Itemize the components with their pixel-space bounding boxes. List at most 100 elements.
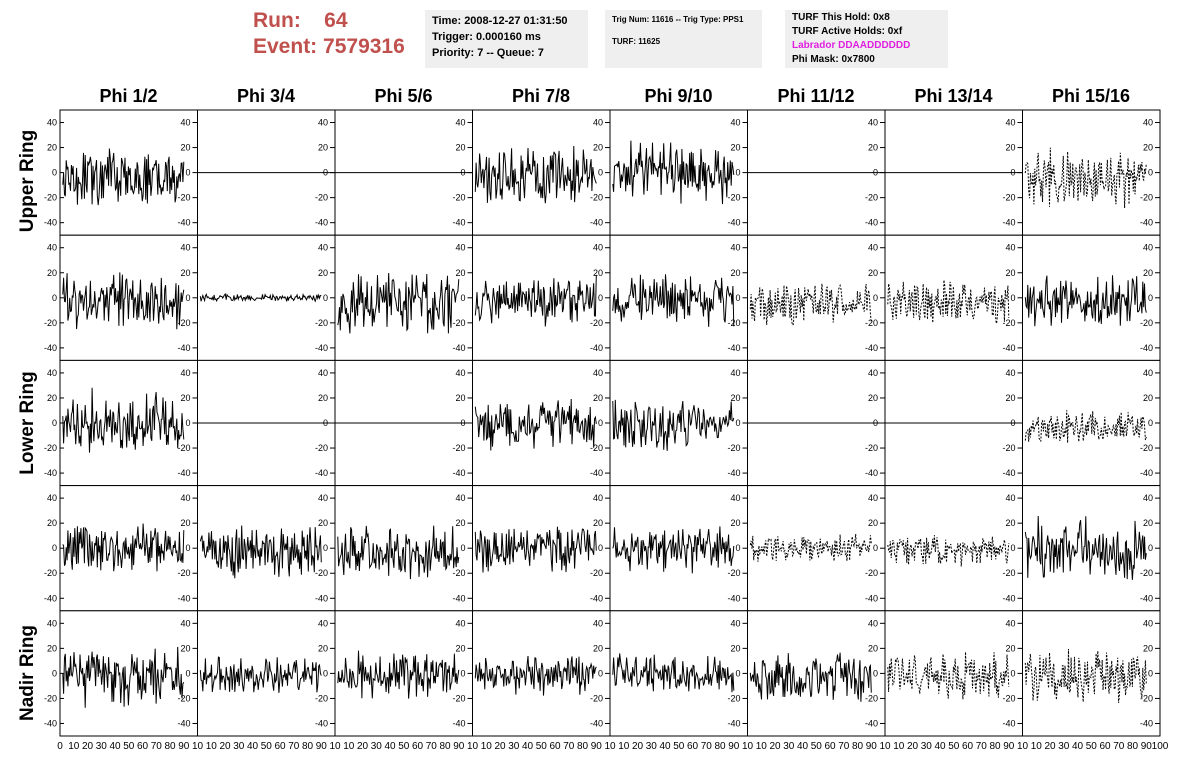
y-tick-label: 20 bbox=[1143, 393, 1153, 403]
x-tick-label: 70 bbox=[838, 741, 850, 752]
x-tick-label: 60 bbox=[962, 741, 974, 752]
waveform-trace bbox=[62, 646, 185, 708]
y-tick-label: -40 bbox=[1140, 718, 1153, 728]
x-tick-label: 50 bbox=[398, 741, 410, 752]
y-tick-label: 40 bbox=[593, 493, 603, 503]
waveform-trace bbox=[62, 523, 185, 572]
event-row: Event: 7579316 bbox=[253, 34, 405, 60]
x-tick-label: 90 bbox=[591, 741, 603, 752]
x-tick-label: 40 bbox=[934, 741, 946, 752]
y-tick-label-left: 20 bbox=[47, 643, 57, 653]
y-tick-label: 40 bbox=[180, 118, 190, 128]
x-tick-label: 90 bbox=[1141, 741, 1153, 752]
y-tick-label: -20 bbox=[865, 693, 878, 703]
waveform-trace bbox=[337, 272, 460, 334]
y-tick-label: 0 bbox=[735, 418, 740, 428]
x-tick-label: 90 bbox=[178, 741, 190, 752]
y-tick-label: 40 bbox=[180, 618, 190, 628]
x-tick-label: 30 bbox=[371, 741, 383, 752]
y-tick-label: 0 bbox=[185, 668, 190, 678]
y-tick-label: 0 bbox=[735, 668, 740, 678]
y-tick-label: 20 bbox=[868, 393, 878, 403]
y-tick-label: 40 bbox=[593, 243, 603, 253]
waveform-trace bbox=[887, 279, 1010, 324]
y-tick-label: 0 bbox=[1010, 543, 1015, 553]
y-tick-label: 40 bbox=[318, 118, 328, 128]
y-tick-label: 40 bbox=[1005, 243, 1015, 253]
y-tick-label: 40 bbox=[868, 493, 878, 503]
y-tick-label: 0 bbox=[323, 293, 328, 303]
y-tick-label: -40 bbox=[865, 343, 878, 353]
y-tick-label: 20 bbox=[180, 643, 190, 653]
turf-this-hold-text: TURF This Hold: 0x8 bbox=[792, 12, 890, 23]
x-tick-label: 90 bbox=[1003, 741, 1015, 752]
y-tick-label: 0 bbox=[185, 168, 190, 178]
y-tick-label: -20 bbox=[727, 193, 740, 203]
y-tick-label-left: 0 bbox=[52, 168, 57, 178]
waveform-trace bbox=[62, 272, 185, 330]
column-title: Phi 13/14 bbox=[914, 86, 993, 106]
y-tick-label: -20 bbox=[1002, 568, 1015, 578]
event-label: Event: bbox=[253, 35, 318, 58]
x-tick-label: 20 bbox=[494, 741, 506, 752]
panel-frame bbox=[747, 610, 886, 737]
y-tick-label: 40 bbox=[868, 243, 878, 253]
y-tick-label: 40 bbox=[180, 243, 190, 253]
y-tick-label: -40 bbox=[1140, 218, 1153, 228]
y-tick-label: 40 bbox=[1005, 618, 1015, 628]
y-tick-label: 20 bbox=[180, 268, 190, 278]
x-tick-label: 90 bbox=[316, 741, 328, 752]
y-tick-label-left: 20 bbox=[47, 143, 57, 153]
y-tick-label: 40 bbox=[593, 618, 603, 628]
x-tick-label: 10 bbox=[192, 741, 204, 752]
x-tick-label: 70 bbox=[288, 741, 300, 752]
y-tick-label-left: -40 bbox=[44, 218, 57, 228]
x-tick-label: 60 bbox=[274, 741, 286, 752]
y-tick-label: 40 bbox=[730, 618, 740, 628]
y-tick-label-left: 40 bbox=[47, 118, 57, 128]
x-tick-label: 10 bbox=[893, 741, 905, 752]
y-tick-label: 0 bbox=[598, 418, 603, 428]
y-tick-label: -40 bbox=[590, 343, 603, 353]
y-tick-label: 40 bbox=[455, 493, 465, 503]
y-tick-label: -40 bbox=[590, 718, 603, 728]
turf-active-holds-text: TURF Active Holds: 0xf bbox=[792, 26, 903, 37]
y-tick-label: 0 bbox=[323, 543, 328, 553]
waveform-panel: -40 -40 -20 -20 0 0 20 20 40 40 bbox=[44, 109, 198, 236]
y-tick-label: -40 bbox=[1002, 218, 1015, 228]
y-tick-label: 20 bbox=[318, 518, 328, 528]
y-tick-label: -20 bbox=[590, 443, 603, 453]
x-tick-label: 10 bbox=[68, 741, 80, 752]
y-tick-label: 0 bbox=[598, 543, 603, 553]
y-tick-label-left: -40 bbox=[44, 468, 57, 478]
y-tick-label: 20 bbox=[868, 268, 878, 278]
y-tick-label: 40 bbox=[180, 368, 190, 378]
waveform-trace bbox=[749, 283, 872, 327]
y-tick-label: -40 bbox=[315, 343, 328, 353]
y-tick-label: 40 bbox=[1143, 368, 1153, 378]
trigger-text: Trigger: 0.000160 ms bbox=[432, 31, 541, 43]
y-tick-label: 0 bbox=[873, 293, 878, 303]
y-tick-label: -40 bbox=[590, 218, 603, 228]
y-tick-label: -40 bbox=[865, 218, 878, 228]
panel-frame bbox=[884, 610, 1023, 737]
y-tick-label: -40 bbox=[177, 218, 190, 228]
waveform-trace bbox=[1024, 275, 1147, 327]
x-tick-label: 10 bbox=[467, 741, 479, 752]
x-tick-label: 40 bbox=[247, 741, 259, 752]
y-tick-label: 20 bbox=[593, 393, 603, 403]
y-tick-label: 40 bbox=[1143, 243, 1153, 253]
y-tick-label: 40 bbox=[1143, 118, 1153, 128]
y-tick-label: 20 bbox=[455, 143, 465, 153]
y-tick-label: 40 bbox=[593, 118, 603, 128]
turf-info-box: TURF This Hold: 0x8 TURF Active Holds: 0… bbox=[785, 10, 948, 68]
y-tick-label: 40 bbox=[318, 368, 328, 378]
x-tick-label: 70 bbox=[701, 741, 713, 752]
y-tick-label: -20 bbox=[590, 568, 603, 578]
y-tick-label: -20 bbox=[315, 568, 328, 578]
